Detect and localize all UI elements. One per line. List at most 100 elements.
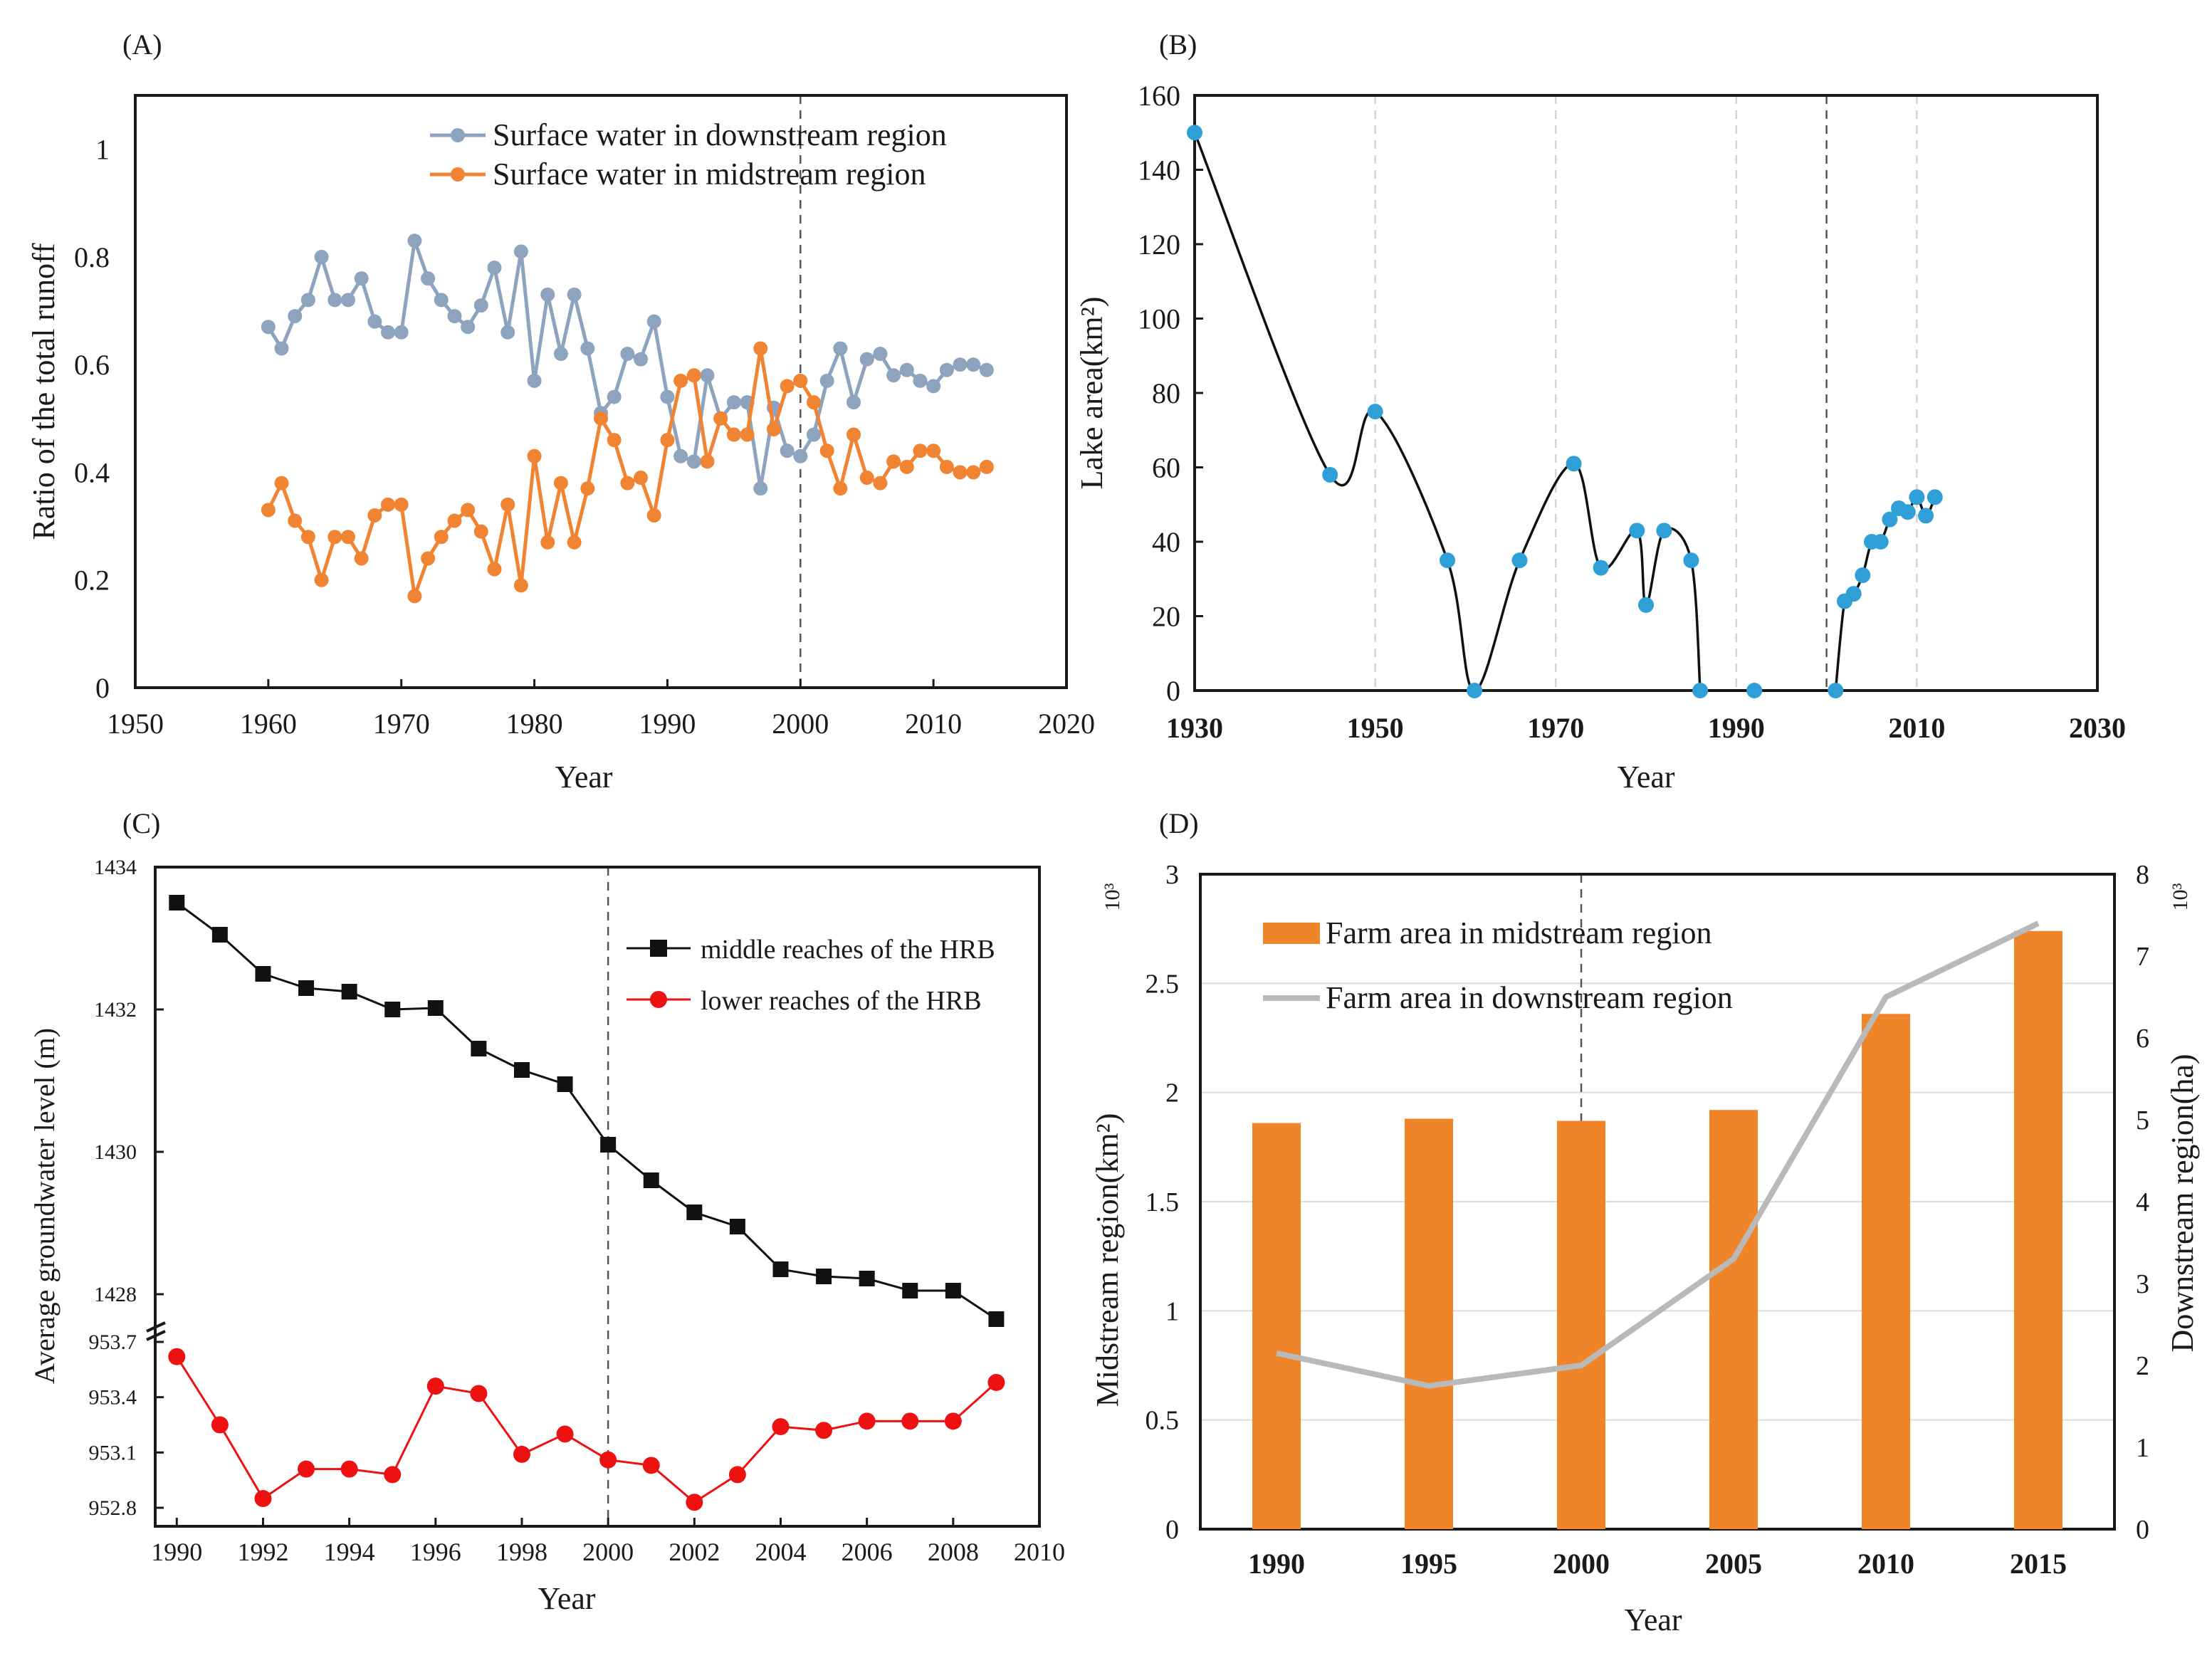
data-point — [1629, 523, 1645, 539]
data-point — [1187, 125, 1202, 141]
data-point — [1855, 567, 1871, 584]
data-point — [567, 287, 582, 302]
panel-a-label: (A) — [122, 28, 162, 61]
data-point — [513, 244, 528, 259]
panel-c-plot-frame — [154, 866, 1041, 1528]
data-point — [859, 471, 874, 486]
x-tick-label: 2020 — [1038, 708, 1095, 740]
panel-d-bars — [1252, 930, 2062, 1529]
data-point-square — [255, 966, 271, 982]
x-tick-label: 2000 — [772, 708, 829, 740]
data-point — [327, 530, 342, 545]
data-point-circle — [513, 1445, 530, 1463]
y-tick-label: 0.4 — [74, 456, 110, 488]
data-point — [753, 481, 768, 496]
data-point — [473, 298, 488, 313]
x-tick-label: 1930 — [1166, 712, 1223, 744]
data-point — [553, 476, 568, 490]
right-y-tick-label: 0 — [2136, 1515, 2149, 1545]
data-point — [421, 271, 436, 286]
y-tick-label: 952.8 — [89, 1496, 137, 1520]
panel-d-right-y-label: Downstream region(ha) — [2165, 1054, 2200, 1352]
data-point — [620, 476, 635, 490]
data-point — [979, 362, 994, 377]
data-point — [340, 293, 355, 308]
data-point — [1845, 586, 1862, 602]
data-point-square — [859, 1271, 875, 1286]
panel-d-plot-frame — [1199, 873, 2116, 1531]
data-point — [527, 448, 542, 463]
data-point — [700, 368, 715, 383]
data-point — [540, 535, 555, 550]
y-tick-label: 0.8 — [74, 241, 110, 273]
data-point-square — [600, 1137, 617, 1153]
panel-b-guides — [1374, 95, 1918, 691]
panel-a-y-label: Ratio of the total runoff — [26, 243, 61, 540]
data-point — [673, 448, 688, 463]
data-point — [1566, 456, 1582, 472]
y-tick-label: 20 — [1152, 601, 1180, 633]
data-point — [1918, 508, 1934, 524]
x-tick-label: 1950 — [107, 708, 164, 740]
data-point — [819, 444, 834, 458]
data-point-circle — [772, 1418, 790, 1436]
data-point — [367, 314, 382, 329]
data-point — [381, 497, 396, 512]
data-point — [780, 444, 795, 458]
data-point — [1638, 597, 1654, 613]
y-tick-label: 40 — [1152, 526, 1180, 558]
panel-c-label: (C) — [122, 807, 160, 839]
legend-swatch-midstream-farm — [1263, 923, 1320, 944]
data-point-square — [211, 927, 228, 943]
data-point — [966, 465, 981, 480]
data-point — [740, 427, 755, 442]
y-tick-label: 0.6 — [74, 349, 110, 381]
data-point — [726, 427, 741, 442]
data-point — [513, 578, 528, 593]
panel-c: (C) 1990 1992 1994 1996 1998 2000 2002 2004 2006… — [28, 807, 1065, 1616]
panel-c-x-label: Year — [538, 1581, 595, 1616]
right-y-tick-label: 7 — [2136, 942, 2149, 972]
data-point-circle — [426, 1378, 444, 1395]
x-tick-label: 1990 — [1708, 712, 1765, 744]
data-point — [434, 293, 449, 308]
data-point — [713, 411, 728, 426]
axis-break-mark-1 — [146, 1321, 166, 1333]
data-point-square — [384, 1002, 401, 1017]
data-point — [953, 465, 968, 480]
data-point — [979, 459, 994, 474]
data-point — [899, 459, 914, 474]
data-point-circle — [858, 1412, 876, 1430]
data-point — [261, 320, 276, 335]
data-point-circle — [728, 1466, 746, 1484]
panel-a-x-label: Year — [555, 760, 612, 794]
x-tick-label: 2010 — [1857, 1548, 1914, 1580]
data-point-square — [557, 1076, 573, 1092]
data-point — [461, 320, 476, 335]
panel-a-plot-frame — [134, 94, 1068, 689]
data-point — [726, 395, 741, 410]
y-tick-label: 953.7 — [89, 1331, 137, 1354]
data-point-circle — [211, 1416, 229, 1434]
data-point — [1440, 552, 1456, 569]
data-point-circle — [470, 1385, 488, 1402]
panel-b: (B) 1930 1950 1970 1990 2010 2030 0 20 40 60 80 10… — [1074, 28, 2126, 794]
data-point — [846, 427, 861, 442]
x-tick-label: 1994 — [324, 1538, 375, 1566]
x-tick-label: 1995 — [1400, 1548, 1457, 1580]
y-tick-label: 120 — [1138, 229, 1180, 261]
x-tick-label: 2006 — [842, 1538, 893, 1566]
data-point — [1656, 523, 1672, 539]
x-tick-label: 2000 — [1553, 1548, 1610, 1580]
data-point — [700, 454, 715, 469]
data-point — [833, 481, 848, 496]
y-tick-label: 953.1 — [89, 1441, 137, 1464]
data-point-square — [643, 1172, 659, 1188]
data-point — [846, 395, 861, 410]
legend-label-middle-reaches: middle reaches of the HRB — [701, 935, 995, 965]
left-y-tick-label: 0.5 — [1146, 1406, 1180, 1436]
data-point — [354, 271, 369, 286]
x-tick-label: 1990 — [151, 1538, 202, 1566]
x-tick-label: 1970 — [373, 708, 430, 740]
